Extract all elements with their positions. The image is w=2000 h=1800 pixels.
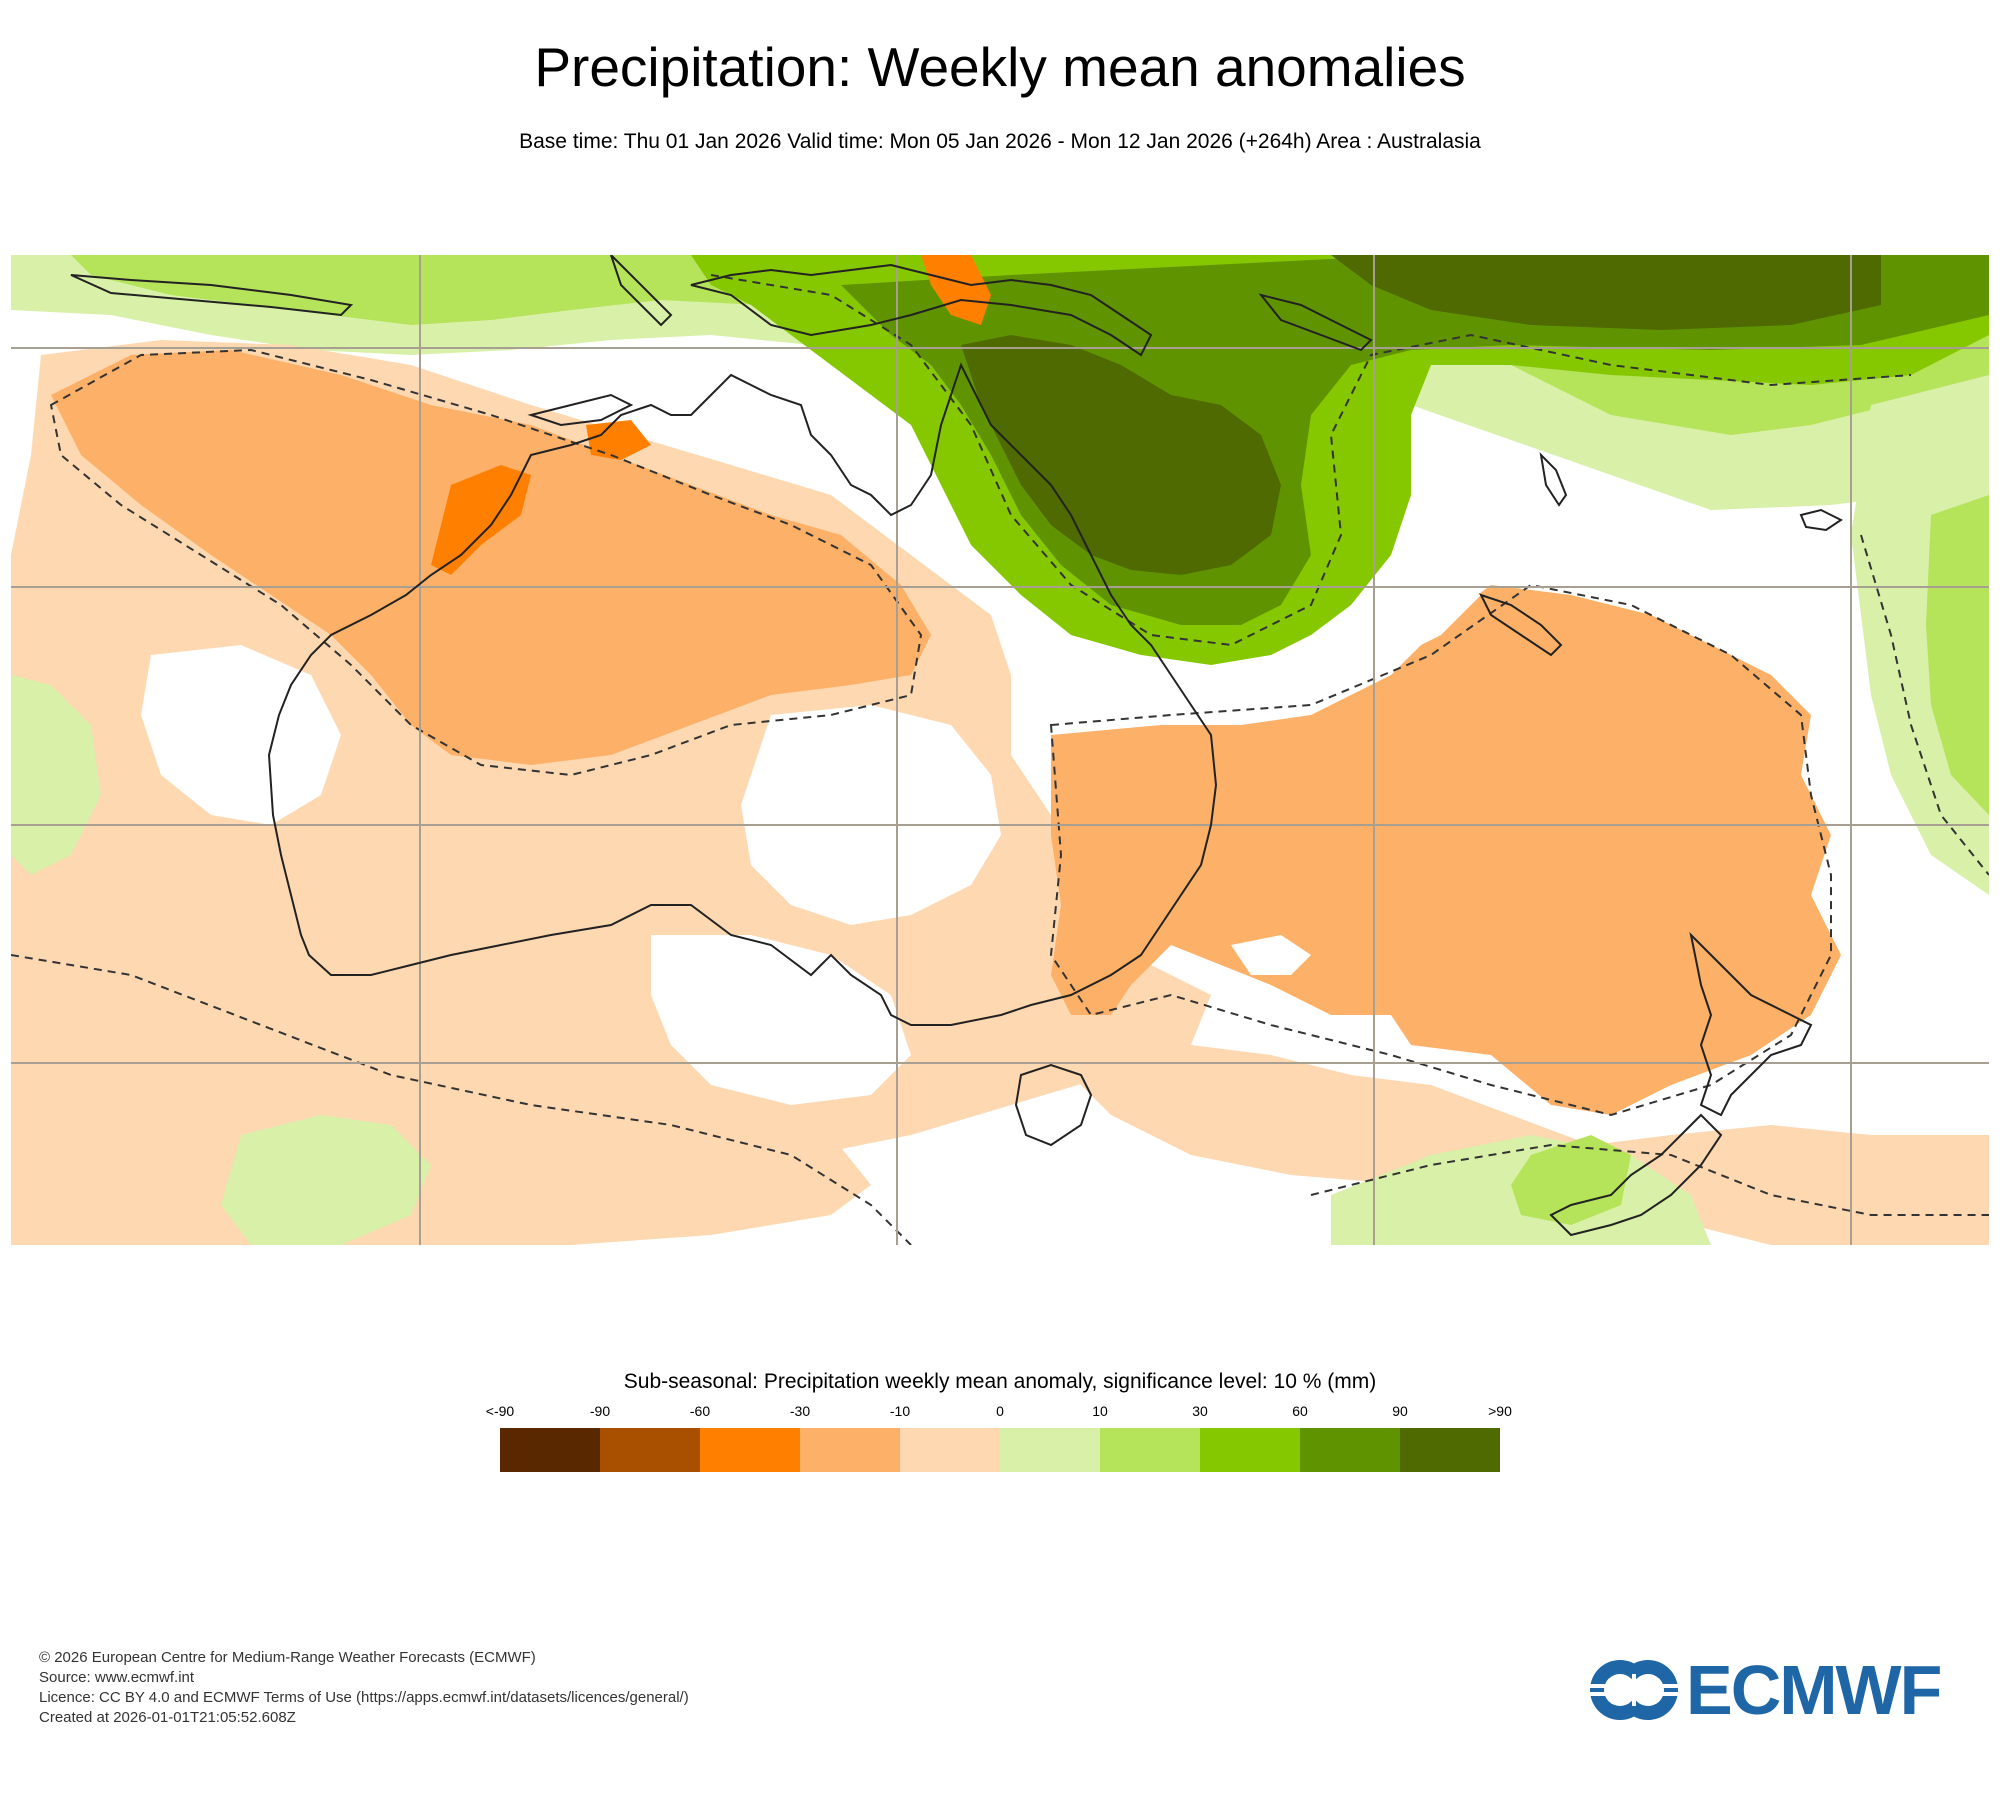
coastline-nz-north [1689,931,1813,1117]
legend-swatch [1400,1428,1500,1472]
ecmwf-logo-icon [1588,1660,1680,1720]
significance-contour-tasman [1049,583,1832,1117]
legend-tick: -60 [689,1403,711,1419]
legend-tick: 10 [1092,1403,1108,1419]
legend-tick: 90 [1392,1403,1408,1419]
legend-tick: <-90 [485,1403,515,1419]
region-neg-medium-nw [51,350,931,765]
legend-swatch [1200,1428,1300,1472]
chart-title: Precipitation: Weekly mean anomalies [534,36,1466,98]
coastlines [70,255,1843,1237]
region-pos-max-north-pacific [1331,255,1881,330]
footer-source: Source: www.ecmwf.int [39,1669,195,1686]
legend-swatch [1100,1428,1200,1472]
significance-contour-east [1860,534,1989,876]
region-pos-medium-nz-south [1511,1135,1631,1225]
anomaly-map[interactable] [11,255,1989,1245]
legend-tick: -90 [589,1403,611,1419]
region-neg-strong-timor-2 [586,420,651,460]
region-pos-light-sw [221,1115,431,1245]
coastline-vanuatu [1539,452,1568,507]
legend-tick: 0 [996,1403,1004,1419]
legend-tick: -10 [889,1403,911,1419]
coastline-australia [267,362,1218,1026]
ecmwf-logo[interactable]: ECMWF [1588,1655,1964,1725]
region-pos-max-coral-sea [961,335,1281,575]
chart-subtitle: Base time: Thu 01 Jan 2026 Valid time: M… [519,130,1481,153]
significance-contour-south [11,954,912,1245]
legend-swatch [900,1428,1000,1472]
region-neg-light-tasman-south [1071,1015,1989,1245]
region-neg-strong-timor [431,465,531,575]
region-neutral-indian [141,645,341,825]
coastline-java [70,274,354,317]
coastline-solomons [1258,293,1373,352]
legend-swatch [500,1428,600,1472]
significance-contour-nz [1310,1143,1989,1216]
footer-created: Created at 2026-01-01T21:05:52.608Z [39,1709,296,1726]
coastline-timor [527,393,634,427]
coastline-fiji [1799,508,1843,532]
legend-swatch [800,1428,900,1472]
coastline-new-guinea [690,263,1153,357]
legend-tick: 30 [1192,1403,1208,1419]
region-neutral-tasman-gap [1231,935,1311,975]
coastline-tasmania [1014,1063,1093,1147]
region-neg-light-sw [11,905,871,1245]
legend-swatch [600,1428,700,1472]
region-neutral-central-au [741,705,1001,925]
region-neutral-coralsea-gap [1371,585,1481,655]
legend-title: Sub-seasonal: Precipitation weekly mean … [623,1370,1377,1393]
legend-swatch [700,1428,800,1472]
coastline-sulawesi [610,255,673,327]
legend-tick: 60 [1292,1403,1308,1419]
legend-swatch [1000,1428,1100,1472]
region-neg-medium-tasman [1051,585,1841,1115]
significance-contour-west [49,348,923,777]
region-pos-medium-east [1926,495,1989,815]
legend-swatch [1300,1428,1400,1472]
significance-contour-coral [710,274,1912,647]
coastline-new-caledonia [1479,593,1563,657]
footer-copyright: © 2026 European Centre for Medium-Range … [39,1649,536,1666]
region-neg-strong-north-au [921,255,991,325]
coastline-nz-south [1549,1113,1723,1237]
legend-tick: >90 [1488,1403,1512,1419]
graticule [11,255,1989,1245]
ecmwf-logo-text: ECMWF [1686,1651,1942,1729]
map-canvas [11,255,1989,1245]
significance-contours [11,274,1989,1245]
footer-licence: Licence: CC BY 4.0 and ECMWF Terms of Us… [39,1689,689,1706]
legend-color-bar [500,1428,1500,1472]
legend-ticks: <-90 -90 -60 -30 -10 0 10 30 60 90 >90 [486,1402,1512,1422]
legend-tick: -30 [789,1403,811,1419]
footer-credits: © 2026 European Centre for Medium-Range … [39,1648,689,1728]
